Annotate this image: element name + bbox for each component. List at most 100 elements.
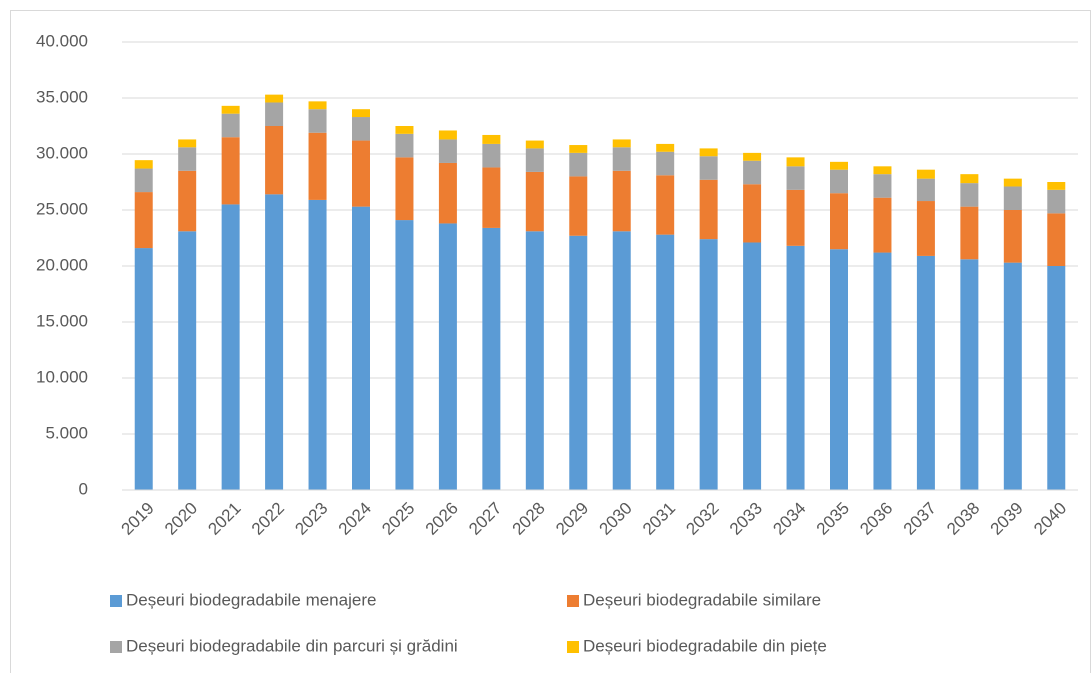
bar-segment (743, 184, 762, 243)
legend-label: Deșeuri biodegradabile menajere (126, 590, 376, 609)
bar-segment (873, 252, 892, 490)
bar-segment (612, 139, 631, 148)
y-tick-label: 20.000 (36, 255, 88, 274)
bar-segment (352, 140, 370, 207)
bar-segment (352, 206, 370, 490)
bar-segment (308, 101, 327, 110)
bar-segment (699, 179, 718, 240)
bar-segment (830, 249, 848, 490)
legend-swatch (110, 641, 122, 653)
bar-segment (830, 161, 848, 170)
bar-segment (178, 231, 197, 490)
bar-segment (916, 255, 935, 490)
bar-segment (830, 169, 848, 194)
bar-segment (656, 143, 675, 152)
y-tick-label: 30.000 (36, 143, 88, 162)
bar-segment (1003, 210, 1022, 263)
bar-segment (352, 109, 370, 118)
bar-segment (656, 151, 675, 176)
bar-segment (786, 189, 805, 246)
bar-segment (482, 227, 501, 491)
bar-segment (265, 126, 284, 195)
bar-segment (830, 193, 848, 250)
bar-segment (134, 248, 153, 490)
bar-segment (1047, 213, 1066, 266)
bar-segment (178, 147, 197, 171)
legend-swatch (110, 595, 122, 607)
bar-segment (1047, 266, 1066, 490)
y-tick-label: 10.000 (36, 367, 88, 386)
bar-segment (221, 137, 240, 205)
bar-segment (395, 133, 414, 158)
y-tick-label: 0 (79, 479, 88, 498)
bar-segment (265, 94, 284, 103)
bar-segment (569, 152, 588, 177)
bar-segment (221, 204, 240, 490)
bar-segment (916, 178, 935, 202)
bar-segment (308, 199, 327, 491)
legend-swatch (567, 641, 579, 653)
bar-segment (178, 170, 197, 232)
bar-segment (1003, 262, 1022, 490)
bar-segment (569, 235, 588, 490)
bar-segment (699, 148, 718, 157)
bar-segment (482, 143, 501, 168)
bar-segment (525, 171, 544, 232)
bar-segment (438, 162, 457, 224)
bar-segment (438, 139, 457, 163)
bar-segment (265, 102, 284, 126)
bar-segment (395, 126, 414, 134)
bar-segment (395, 220, 414, 490)
bar-segment (960, 206, 979, 260)
bar-segment (612, 170, 631, 232)
bar-segment (308, 132, 327, 200)
bar-segment (134, 168, 153, 193)
bar-segment (612, 231, 631, 490)
bar-segment (743, 242, 762, 490)
bar-segment (438, 223, 457, 490)
bar-segment (525, 140, 544, 149)
y-tick-label: 35.000 (36, 87, 88, 106)
bar-segment (960, 259, 979, 490)
bar-segment (1003, 178, 1022, 187)
bar-segment (569, 176, 588, 236)
bar-segment (134, 160, 153, 169)
bar-segment (786, 157, 805, 167)
legend-swatch (567, 595, 579, 607)
bar-segment (569, 145, 588, 153)
y-tick-label: 25.000 (36, 199, 88, 218)
bar-segment (743, 160, 762, 185)
y-tick-label: 40.000 (36, 31, 88, 50)
bar-segment (960, 183, 979, 207)
bar-segment (699, 239, 718, 490)
bar-segment (1047, 189, 1066, 214)
bar-segment (873, 197, 892, 253)
bar-segment (134, 192, 153, 249)
bar-segment (873, 174, 892, 198)
bar-segment (1003, 186, 1022, 210)
bar-segment (482, 167, 501, 228)
bar-segment (612, 147, 631, 171)
bar-segment (221, 105, 240, 114)
bar-segment (265, 194, 284, 490)
bar-segment (308, 109, 327, 133)
bar-segment (1047, 182, 1066, 190)
legend-label: Deșeuri biodegradabile similare (583, 590, 821, 609)
bar-segment (525, 148, 544, 172)
bar-segment (916, 169, 935, 179)
bar-segment (656, 234, 675, 490)
bar-segment (743, 152, 762, 161)
legend-label: Deșeuri biodegradabile din piețe (583, 636, 827, 655)
bar-segment (786, 166, 805, 190)
bar-segment (482, 134, 501, 144)
bar-segment (178, 139, 197, 148)
bar-segment (873, 166, 892, 175)
bar-segment (352, 117, 370, 141)
bar-segment (786, 245, 805, 490)
y-tick-label: 5.000 (45, 423, 88, 442)
bar-segment (699, 156, 718, 180)
bar-segment (438, 130, 457, 140)
legend-label: Deșeuri biodegradabile din parcuri și gr… (126, 636, 458, 655)
bar-segment (960, 174, 979, 184)
